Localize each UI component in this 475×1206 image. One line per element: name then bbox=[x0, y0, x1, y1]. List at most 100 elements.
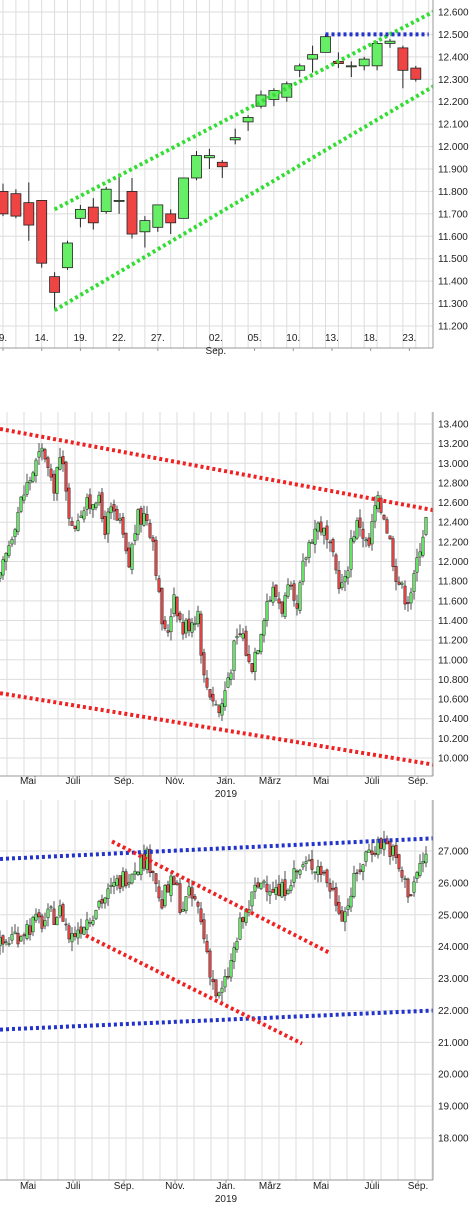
candle-down bbox=[394, 566, 398, 582]
candle-down bbox=[181, 622, 185, 635]
candle-up bbox=[421, 861, 425, 864]
candle-up bbox=[91, 504, 95, 511]
candle-up bbox=[25, 924, 29, 939]
trendline-red bbox=[0, 691, 433, 767]
candle-down bbox=[216, 161, 228, 168]
y-tick-label: 22.000 bbox=[438, 1006, 469, 1017]
candle-down bbox=[100, 492, 104, 520]
candle-up bbox=[307, 542, 311, 558]
y-tick-label: 24.000 bbox=[438, 942, 469, 953]
candle-up bbox=[223, 976, 227, 988]
candle-up bbox=[271, 586, 275, 603]
candle-up bbox=[4, 552, 8, 562]
x-tick-label: Juli bbox=[65, 1181, 80, 1192]
candle-up bbox=[409, 592, 413, 604]
candle-down bbox=[112, 504, 116, 512]
x-tick-label: Juli bbox=[364, 776, 379, 787]
candle-down bbox=[388, 535, 392, 540]
candle-down bbox=[121, 516, 125, 535]
candle-up bbox=[10, 539, 14, 545]
candle-up bbox=[40, 447, 44, 452]
candle-up bbox=[304, 861, 308, 864]
candle-up bbox=[384, 40, 396, 44]
candle-up bbox=[232, 947, 236, 962]
candle-down bbox=[379, 838, 383, 849]
candle-down bbox=[151, 537, 155, 542]
x-tick-label: 23. bbox=[402, 333, 416, 344]
candle-down bbox=[139, 508, 143, 525]
candle-up bbox=[79, 515, 83, 518]
candle-down bbox=[373, 852, 377, 855]
candle-up bbox=[133, 533, 137, 542]
candle-down bbox=[157, 578, 161, 592]
candle-up bbox=[424, 517, 428, 535]
candle-down bbox=[202, 652, 206, 676]
candle-up bbox=[100, 188, 112, 213]
candle-down bbox=[157, 886, 161, 899]
y-tick-label: 13.200 bbox=[438, 439, 469, 450]
candle-up bbox=[220, 703, 224, 716]
candle-up bbox=[55, 467, 59, 494]
candle-up bbox=[19, 936, 23, 942]
candle-up bbox=[238, 917, 242, 940]
candle-down bbox=[43, 449, 47, 460]
y-tick-label: 26.000 bbox=[438, 878, 469, 889]
candle-down bbox=[145, 513, 149, 521]
candle-down bbox=[283, 879, 287, 897]
candle-up bbox=[349, 895, 353, 908]
candle-down bbox=[165, 213, 177, 224]
candle-up bbox=[294, 65, 306, 71]
y-tick-label: 27.000 bbox=[438, 847, 469, 858]
candle-up bbox=[371, 43, 383, 67]
candle-down bbox=[367, 537, 371, 546]
candle-up bbox=[298, 582, 302, 611]
candle-up bbox=[127, 882, 131, 885]
y-tick-label: 12.200 bbox=[438, 97, 469, 108]
x-axis-sublabel: 2019 bbox=[215, 789, 238, 800]
candle-up bbox=[400, 582, 404, 585]
candle-up bbox=[152, 204, 164, 228]
candle-up bbox=[142, 513, 146, 526]
x-axis-sublabel: Sep. bbox=[206, 346, 227, 357]
candle-down bbox=[394, 844, 398, 858]
candle-down bbox=[196, 902, 200, 907]
candle-up bbox=[58, 905, 62, 917]
trendline-blue bbox=[0, 836, 433, 861]
y-tick-label: 12.500 bbox=[438, 30, 469, 41]
candle-up bbox=[55, 917, 59, 926]
candle-up bbox=[13, 529, 17, 538]
candle-up bbox=[320, 36, 331, 53]
candle-up bbox=[191, 155, 202, 179]
candle-up bbox=[76, 520, 80, 531]
candle-down bbox=[172, 876, 176, 886]
chart-panel-2: 10.000 10.200 10.400 10.600 10.800 11.000 11.2… bbox=[0, 412, 469, 800]
candle-down bbox=[175, 882, 179, 885]
candle-down bbox=[73, 933, 77, 937]
candle-up bbox=[355, 520, 359, 539]
candle-up bbox=[229, 137, 241, 141]
candle-up bbox=[62, 242, 73, 269]
candle-up bbox=[16, 511, 20, 533]
x-tick-label: 18. bbox=[364, 333, 378, 344]
candle-up bbox=[25, 482, 29, 495]
candle-up bbox=[184, 619, 188, 634]
y-tick-label: 11.500 bbox=[438, 254, 468, 265]
candle-up bbox=[118, 518, 122, 521]
y-tick-label: 11.800 bbox=[438, 187, 468, 198]
candle-up bbox=[139, 220, 151, 233]
candle-up bbox=[46, 908, 50, 919]
x-tick-label: Sep. bbox=[408, 1181, 429, 1192]
x-tick-label: Sep. bbox=[114, 776, 135, 787]
candle-up bbox=[415, 872, 419, 879]
candle-down bbox=[247, 654, 251, 663]
x-tick-label: Sep. bbox=[114, 1181, 135, 1192]
x-axis-sublabel: 2019 bbox=[215, 1194, 238, 1205]
candle-up bbox=[412, 573, 416, 592]
candle-down bbox=[295, 870, 299, 873]
y-tick-label: 18.000 bbox=[438, 1134, 469, 1145]
candle-up bbox=[91, 920, 95, 925]
candle-down bbox=[226, 976, 230, 978]
candle-down bbox=[406, 878, 410, 898]
candle-up bbox=[130, 873, 134, 884]
